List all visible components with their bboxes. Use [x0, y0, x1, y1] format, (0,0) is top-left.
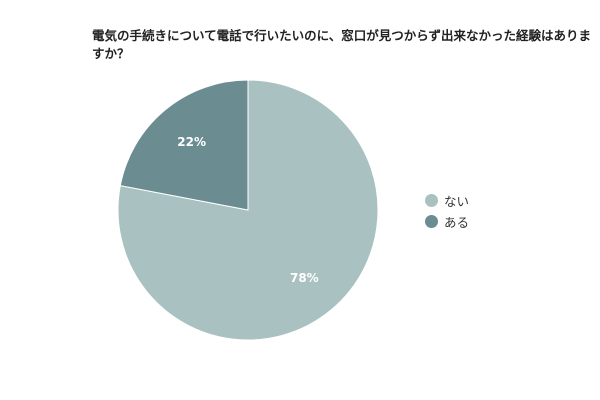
slice-label-0: 78%: [290, 271, 319, 285]
legend-item-aru: ある: [425, 211, 469, 232]
legend-label-aru: ある: [444, 215, 470, 230]
pie-slice-1: [119, 79, 249, 211]
legend-label-nai: ない: [444, 194, 470, 209]
chart-title: 電気の手続きについて電話で行いたいのに、窓口が見つからず出来なかった経験はありま…: [92, 28, 592, 61]
slice-label-1: 22%: [177, 135, 206, 149]
legend-item-nai: ない: [425, 190, 469, 211]
legend-swatch-nai: [425, 194, 438, 207]
legend-swatch-aru: [425, 215, 438, 228]
legend: ない ある: [425, 190, 469, 232]
